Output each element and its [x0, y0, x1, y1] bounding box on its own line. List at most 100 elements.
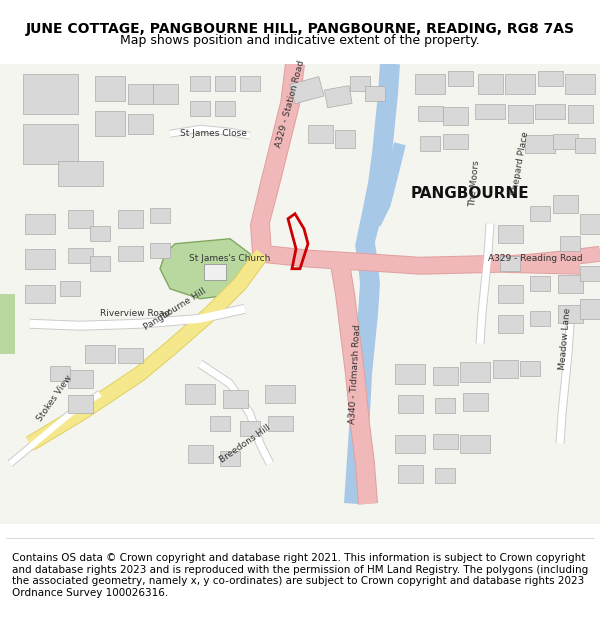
- Polygon shape: [261, 246, 580, 274]
- Bar: [433, 434, 458, 449]
- Bar: [290, 77, 324, 104]
- Polygon shape: [500, 247, 600, 271]
- Bar: [398, 395, 422, 412]
- Bar: [580, 214, 600, 234]
- Bar: [580, 266, 600, 281]
- Bar: [67, 248, 92, 263]
- Bar: [187, 445, 212, 462]
- Bar: [497, 315, 523, 332]
- Bar: [443, 134, 467, 149]
- Bar: [565, 74, 595, 94]
- Bar: [415, 74, 445, 94]
- Polygon shape: [8, 391, 101, 466]
- Text: Contains OS data © Crown copyright and database right 2021. This information is : Contains OS data © Crown copyright and d…: [12, 553, 588, 598]
- Bar: [190, 101, 210, 116]
- Bar: [223, 390, 248, 408]
- Text: St James's Church: St James's Church: [190, 254, 271, 263]
- Text: Meadow Lane: Meadow Lane: [558, 308, 572, 370]
- Bar: [210, 416, 230, 431]
- Polygon shape: [476, 224, 493, 344]
- Polygon shape: [160, 239, 255, 299]
- Text: Riverview Road: Riverview Road: [100, 309, 170, 318]
- Bar: [497, 285, 523, 302]
- Polygon shape: [198, 361, 273, 466]
- Polygon shape: [344, 63, 400, 504]
- Bar: [520, 361, 540, 376]
- Polygon shape: [370, 142, 406, 226]
- Text: PANGBOURNE: PANGBOURNE: [410, 186, 529, 201]
- Polygon shape: [7, 391, 102, 467]
- Bar: [525, 135, 555, 152]
- Bar: [60, 281, 80, 296]
- Polygon shape: [331, 262, 377, 504]
- Text: St James Close: St James Close: [179, 129, 247, 138]
- Polygon shape: [26, 249, 268, 451]
- Bar: [118, 246, 143, 261]
- Polygon shape: [170, 126, 251, 139]
- Polygon shape: [261, 245, 580, 275]
- Bar: [67, 370, 92, 388]
- Bar: [128, 114, 152, 134]
- Bar: [463, 392, 487, 411]
- Bar: [435, 398, 455, 413]
- Bar: [535, 104, 565, 119]
- Bar: [215, 76, 235, 91]
- Bar: [23, 124, 77, 164]
- Bar: [553, 195, 577, 212]
- Bar: [350, 76, 370, 91]
- Bar: [67, 395, 92, 412]
- Bar: [325, 86, 352, 107]
- Bar: [152, 84, 178, 104]
- Bar: [204, 264, 226, 280]
- Bar: [448, 71, 473, 86]
- Bar: [265, 385, 295, 402]
- Bar: [433, 367, 458, 385]
- Bar: [0, 294, 15, 354]
- Polygon shape: [26, 249, 268, 450]
- Bar: [475, 104, 505, 119]
- Bar: [150, 208, 170, 223]
- Bar: [575, 138, 595, 153]
- Bar: [118, 210, 143, 227]
- Text: Breedons Hill: Breedons Hill: [218, 423, 272, 464]
- Bar: [395, 364, 425, 384]
- Bar: [90, 256, 110, 271]
- Bar: [435, 468, 455, 483]
- Bar: [95, 111, 125, 136]
- Bar: [308, 125, 332, 142]
- Bar: [505, 74, 535, 94]
- Bar: [25, 214, 55, 234]
- Text: JUNE COTTAGE, PANGBOURNE HILL, PANGBOURNE, READING, RG8 7AS: JUNE COTTAGE, PANGBOURNE HILL, PANGBOURN…: [25, 22, 575, 36]
- Text: Shepard Place: Shepard Place: [510, 131, 530, 196]
- Bar: [25, 249, 55, 269]
- Bar: [557, 275, 583, 292]
- Bar: [560, 236, 580, 251]
- Bar: [220, 451, 240, 466]
- Bar: [67, 210, 92, 227]
- Bar: [398, 465, 422, 482]
- Bar: [25, 285, 55, 302]
- Bar: [185, 384, 215, 404]
- Bar: [240, 76, 260, 91]
- Bar: [443, 107, 467, 125]
- Text: A329 - Reading Road: A329 - Reading Road: [488, 254, 583, 263]
- Text: A329 - Station Road: A329 - Station Road: [274, 59, 306, 149]
- Polygon shape: [476, 224, 494, 344]
- Text: Stokes View: Stokes View: [36, 374, 74, 424]
- Bar: [538, 71, 563, 86]
- Bar: [150, 243, 170, 258]
- Polygon shape: [250, 62, 305, 254]
- Bar: [500, 256, 520, 271]
- Bar: [335, 130, 355, 148]
- Bar: [240, 421, 260, 436]
- Bar: [365, 86, 385, 101]
- Bar: [128, 84, 152, 104]
- Bar: [530, 276, 550, 291]
- Polygon shape: [30, 304, 246, 331]
- Bar: [530, 206, 550, 221]
- Bar: [460, 435, 490, 452]
- Bar: [215, 101, 235, 116]
- Text: The Moors: The Moors: [469, 160, 482, 208]
- Bar: [478, 74, 503, 94]
- Polygon shape: [556, 324, 574, 444]
